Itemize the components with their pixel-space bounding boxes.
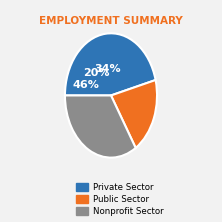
Text: 46%: 46% — [73, 80, 100, 90]
Legend: Private Sector, Public Sector, Nonprofit Sector: Private Sector, Public Sector, Nonprofit… — [75, 181, 165, 218]
Text: 34%: 34% — [94, 64, 121, 74]
Wedge shape — [111, 80, 157, 148]
Wedge shape — [65, 95, 136, 158]
Text: 20%: 20% — [83, 68, 109, 78]
Wedge shape — [65, 33, 156, 95]
Text: EMPLOYMENT SUMMARY: EMPLOYMENT SUMMARY — [39, 16, 183, 26]
